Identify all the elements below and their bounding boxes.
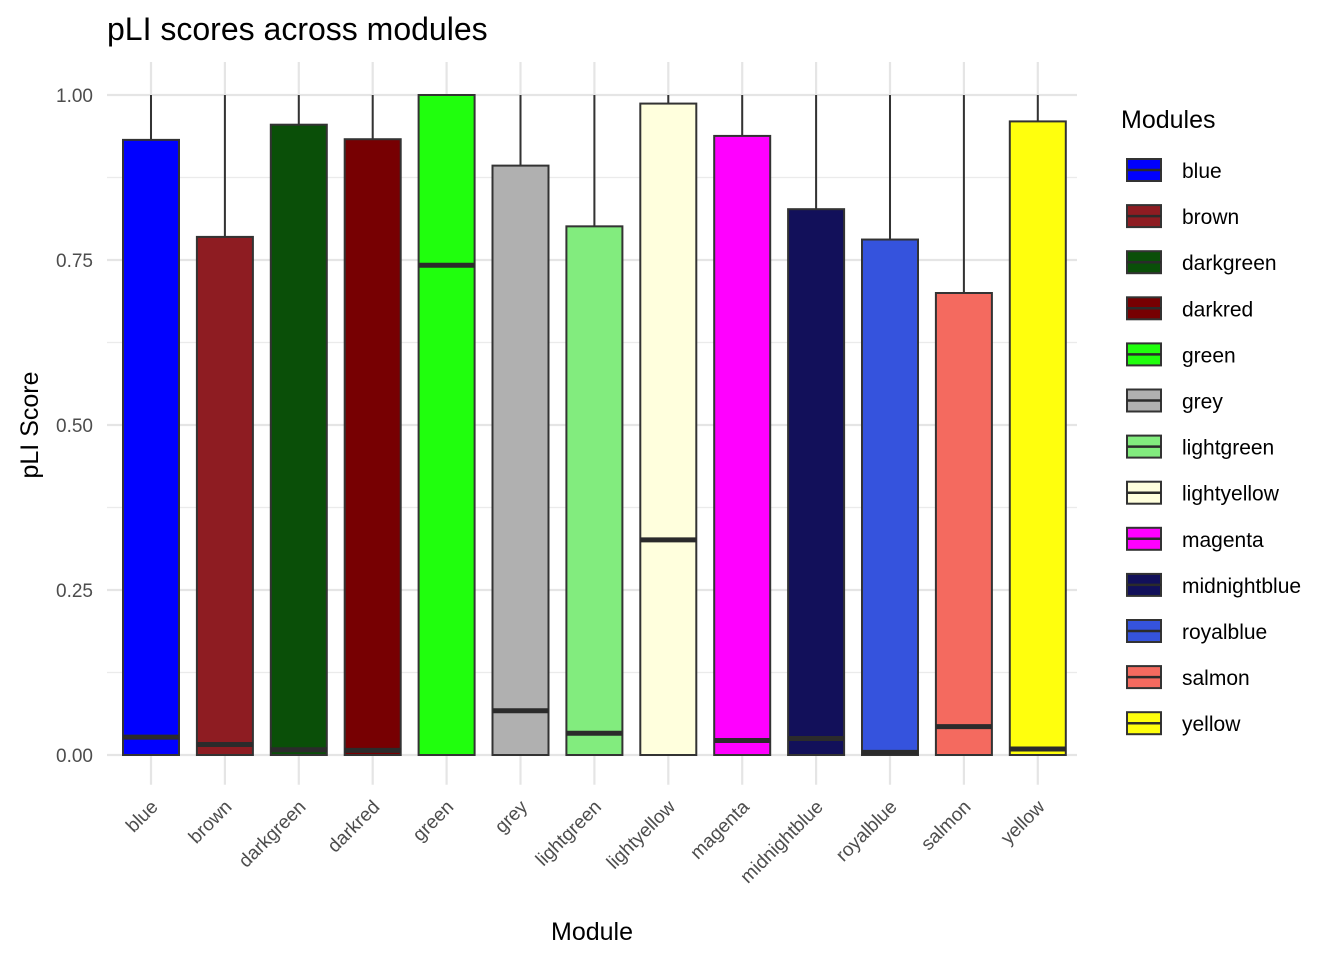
legend-label: midnightblue xyxy=(1182,575,1301,598)
x-tick-label: darkgreen xyxy=(235,797,310,872)
legend-item-grey: grey xyxy=(1126,388,1223,414)
box-darkred xyxy=(343,95,402,757)
box-darkgreen xyxy=(269,95,328,756)
legend-item-darkred: darkred xyxy=(1126,296,1253,321)
legend-item-lightyellow: lightyellow xyxy=(1126,480,1280,506)
box-body xyxy=(417,94,476,756)
box-body xyxy=(122,138,180,756)
legend-label: magenta xyxy=(1182,529,1264,552)
box-brown xyxy=(195,95,254,756)
legend-label: lightyellow xyxy=(1182,483,1280,506)
box-body xyxy=(861,238,919,757)
boxes xyxy=(122,94,1067,757)
box-body xyxy=(269,123,328,756)
box-grey xyxy=(491,95,550,756)
box-body xyxy=(934,292,993,756)
box-royalblue xyxy=(861,95,919,757)
y-axis-ticks: 0.00 0.25 0.50 0.75 1.00 xyxy=(56,86,93,767)
x-tick-label: lightgreen xyxy=(532,797,606,871)
x-tick-label: green xyxy=(409,797,458,846)
box-green xyxy=(417,94,476,756)
y-tick-label: 1.00 xyxy=(56,86,93,107)
legend-label: brown xyxy=(1182,206,1239,229)
legend-label: green xyxy=(1182,344,1236,367)
legend-item-midnightblue: midnightblue xyxy=(1126,572,1301,598)
legend-label: yellow xyxy=(1182,713,1241,736)
box-lightyellow xyxy=(639,95,698,756)
legend-label: lightgreen xyxy=(1182,437,1274,460)
legend-label: royalblue xyxy=(1182,621,1267,644)
box-lightgreen xyxy=(565,95,624,756)
x-tick-label: darkred xyxy=(324,797,384,857)
x-tick-label: blue xyxy=(122,797,162,837)
box-yellow xyxy=(1008,95,1067,756)
x-tick-label: magenta xyxy=(687,796,754,863)
legend: Modules blue brown darkgreen darkred green gr… xyxy=(1121,106,1301,736)
legend-label: salmon xyxy=(1182,667,1250,690)
legend-title: Modules xyxy=(1121,106,1216,134)
box-body xyxy=(713,134,772,757)
y-tick-label: 0.00 xyxy=(56,746,93,767)
box-salmon xyxy=(934,95,993,756)
chart-title: pLI scores across modules xyxy=(107,11,488,47)
x-tick-label: lightyellow xyxy=(603,796,680,873)
y-tick-label: 0.25 xyxy=(56,581,93,602)
legend-label: grey xyxy=(1182,391,1223,414)
legend-item-lightgreen: lightgreen xyxy=(1126,434,1274,460)
box-body xyxy=(787,208,846,756)
legend-item-yellow: yellow xyxy=(1126,711,1241,736)
box-blue xyxy=(122,95,180,756)
legend-item-brown: brown xyxy=(1126,204,1239,229)
x-tick-label: yellow xyxy=(997,796,1049,848)
box-body xyxy=(565,225,624,756)
box-magenta xyxy=(713,95,772,757)
legend-label: darkgreen xyxy=(1182,252,1277,275)
box-body xyxy=(639,102,698,756)
legend-label: darkred xyxy=(1182,298,1253,321)
x-tick-label: brown xyxy=(185,797,236,848)
y-tick-label: 0.50 xyxy=(56,416,93,437)
box-body xyxy=(343,138,402,757)
y-axis-title: pLI Score xyxy=(16,371,44,478)
legend-item-royalblue: royalblue xyxy=(1126,619,1267,644)
x-tick-label: grey xyxy=(491,796,532,837)
x-tick-label: royalblue xyxy=(832,797,901,866)
box-body xyxy=(491,164,550,756)
x-axis-title: Module xyxy=(551,918,633,946)
box-body xyxy=(195,235,254,756)
legend-label: blue xyxy=(1182,160,1222,183)
legend-item-darkgreen: darkgreen xyxy=(1126,250,1277,275)
legend-item-magenta: magenta xyxy=(1126,526,1264,552)
legend-item-salmon: salmon xyxy=(1126,665,1250,690)
box-midnightblue xyxy=(787,95,846,756)
legend-item-green: green xyxy=(1126,342,1236,367)
legend-item-blue: blue xyxy=(1126,158,1222,183)
y-tick-label: 0.75 xyxy=(56,251,93,272)
x-tick-label: salmon xyxy=(917,797,975,855)
box-body xyxy=(1008,120,1067,756)
